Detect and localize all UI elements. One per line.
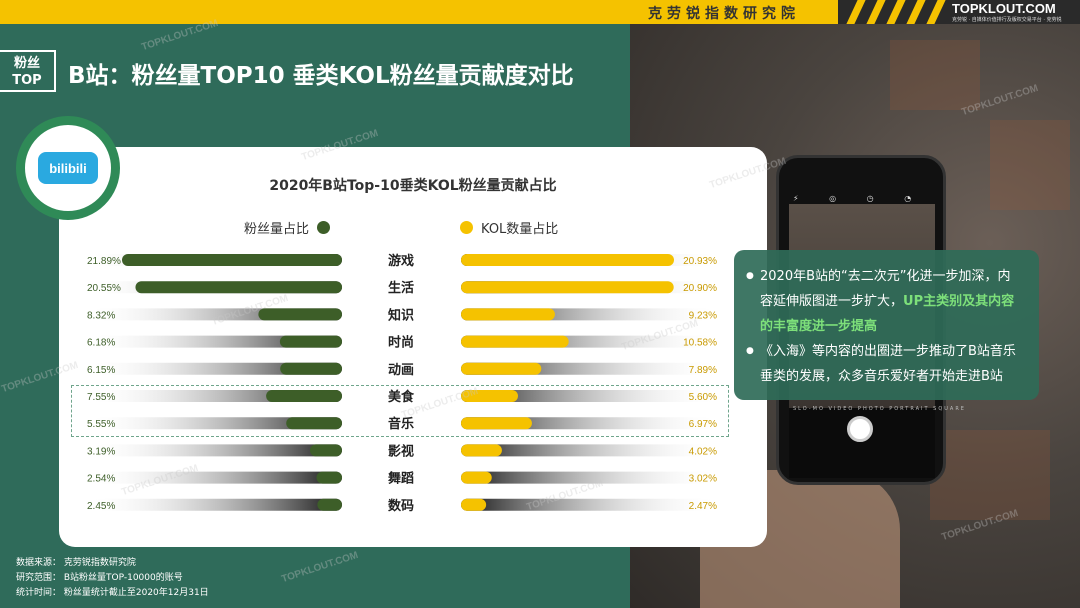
fans-bar — [280, 362, 342, 375]
kol-value-label: 2.47% — [689, 501, 717, 512]
legend-label-kol: KOL数量占比 — [481, 222, 559, 237]
kol-bar — [461, 308, 555, 321]
fans-value-label: 21.89% — [87, 256, 121, 267]
footer-scope: 研究范围： B站粉丝量TOP-10000的账号 — [16, 573, 183, 583]
fans-value-label: 7.55% — [87, 392, 115, 403]
fans-bar — [122, 254, 342, 266]
legend-dot-kol — [460, 221, 473, 234]
camera-icons: ⚡ ◎ ◷ ◔ — [793, 194, 926, 203]
kol-value-label: 9.23% — [689, 310, 717, 321]
category-label: 音乐 — [388, 416, 414, 432]
fans-value-label: 8.32% — [87, 310, 115, 321]
kol-value-label: 20.93% — [683, 256, 717, 267]
fans-value-label: 3.19% — [87, 446, 115, 457]
category-label: 影视 — [388, 443, 414, 459]
kol-bar — [461, 281, 674, 294]
kol-bar — [461, 254, 674, 266]
insight-text-2: 《入海》等内容的出圈进一步推动了B站音乐垂类的发展，众多音乐爱好者开始走进B站 — [760, 344, 1016, 384]
kol-value-label: 7.89% — [689, 365, 717, 376]
fans-track — [87, 471, 342, 484]
fans-bar — [316, 471, 342, 484]
brick-shape — [930, 430, 1050, 520]
kol-value-label: 4.02% — [689, 446, 717, 457]
category-label: 美食 — [388, 389, 415, 405]
category-label: 知识 — [388, 307, 414, 323]
insight-point-2: 《入海》等内容的出圈进一步推动了B站音乐垂类的发展，众多音乐爱好者开始走进B站 — [746, 339, 1023, 389]
category-label: 游戏 — [388, 253, 414, 269]
kol-bar — [461, 335, 569, 348]
shutter-icon — [847, 416, 873, 442]
section-tag: 粉丝 TOP — [0, 50, 56, 92]
kol-track — [461, 471, 719, 484]
fans-bar — [309, 444, 342, 457]
kol-bar — [461, 444, 502, 457]
brick-shape — [890, 40, 980, 110]
chart-title: 2020年B站Top-10垂类KOL粉丝量贡献占比 — [269, 178, 557, 194]
chart-card: 2020年B站Top-10垂类KOL粉丝量贡献占比 粉丝量占比 KOL数量占比 … — [59, 147, 767, 547]
fans-track — [87, 498, 342, 511]
bilibili-logo-badge: bilibili — [16, 116, 120, 220]
fans-bar — [135, 281, 342, 294]
fans-value-label: 20.55% — [87, 283, 121, 294]
insight-highlight: UP主类别及其内容的丰富度进一步提高 — [760, 294, 1015, 334]
kol-track — [461, 444, 719, 457]
page-title: B站：粉丝量TOP10 垂类KOL粉丝量贡献度对比 — [68, 63, 574, 89]
kol-value-label: 20.90% — [683, 283, 717, 294]
kol-value-label: 5.60% — [689, 392, 717, 403]
highlight-box — [71, 385, 729, 437]
fans-value-label: 6.18% — [87, 338, 115, 349]
fans-value-label: 6.15% — [87, 365, 115, 376]
fans-bar — [279, 335, 342, 348]
camera-modes: SLO-MO VIDEO PHOTO PORTRAIT SQUARE — [793, 406, 966, 412]
legend-label-fans: 粉丝量占比 — [244, 222, 310, 237]
kol-value-label: 3.02% — [689, 474, 717, 485]
kol-track — [461, 498, 719, 511]
kol-bar — [461, 471, 492, 484]
footer-source: 数据来源： 克劳锐指数研究院 — [16, 558, 136, 568]
fans-value-label: 2.45% — [87, 501, 115, 512]
category-label: 时尚 — [388, 335, 414, 351]
section-tag-line2: TOP — [12, 73, 42, 88]
kol-bar — [461, 362, 542, 375]
footer-notes: 数据来源： 克劳锐指数研究院 研究范围： B站粉丝量TOP-10000的账号 统… — [16, 556, 209, 601]
institute-name: 克劳锐指数研究院 — [648, 6, 800, 22]
category-label: 舞蹈 — [387, 471, 414, 487]
legend-kol: KOL数量占比 — [460, 218, 558, 237]
fans-bar — [266, 390, 342, 402]
kol-bar — [461, 498, 487, 511]
footer-time: 统计时间： 粉丝量统计截止至2020年12月31日 — [16, 588, 209, 598]
legend-dot-fans — [317, 221, 331, 234]
fans-bar — [317, 498, 342, 511]
kol-bar — [461, 417, 532, 430]
bilibili-logo: bilibili — [38, 152, 98, 184]
legend-fans: 粉丝量占比 — [244, 218, 331, 237]
fans-bar — [258, 308, 342, 321]
insight-point-1: 2020年B站的“去二次元”化进一步加深，内容延伸版图进一步扩大，UP主类别及其… — [746, 264, 1023, 339]
fans-bar — [286, 417, 342, 430]
section-tag-line1: 粉丝 — [13, 56, 40, 71]
topklout-logo: TOPKLOUT.COM — [952, 1, 1056, 16]
kol-value-label: 10.58% — [683, 338, 717, 349]
insight-callout: 2020年B站的“去二次元”化进一步加深，内容延伸版图进一步扩大，UP主类别及其… — [734, 250, 1039, 400]
kol-value-label: 6.97% — [689, 419, 717, 430]
fans-value-label: 5.55% — [87, 419, 115, 430]
topklout-logo-sub: 克劳锐 · 自媒体价值排行及版权交易平台 · 克劳锐 — [952, 17, 1062, 23]
category-label: 生活 — [388, 280, 414, 296]
bar-chart: 21.89% 游戏 20.93% 20.55% 生活 20.90% 8.32% 知识 9.23%… — [87, 253, 719, 514]
fans-value-label: 2.54% — [87, 474, 115, 485]
kol-track — [461, 390, 719, 402]
category-label: 数码 — [388, 498, 414, 514]
kol-bar — [461, 390, 518, 402]
fans-track — [87, 335, 342, 348]
category-label: 动画 — [388, 363, 414, 378]
fans-track — [87, 417, 342, 430]
insight-text-1: 2020年B站的“去二次元”化进一步加深，内容延伸版图进一步扩大， — [760, 269, 1011, 309]
fans-track — [87, 444, 342, 457]
brick-shape — [990, 120, 1070, 210]
fans-track — [87, 362, 342, 375]
